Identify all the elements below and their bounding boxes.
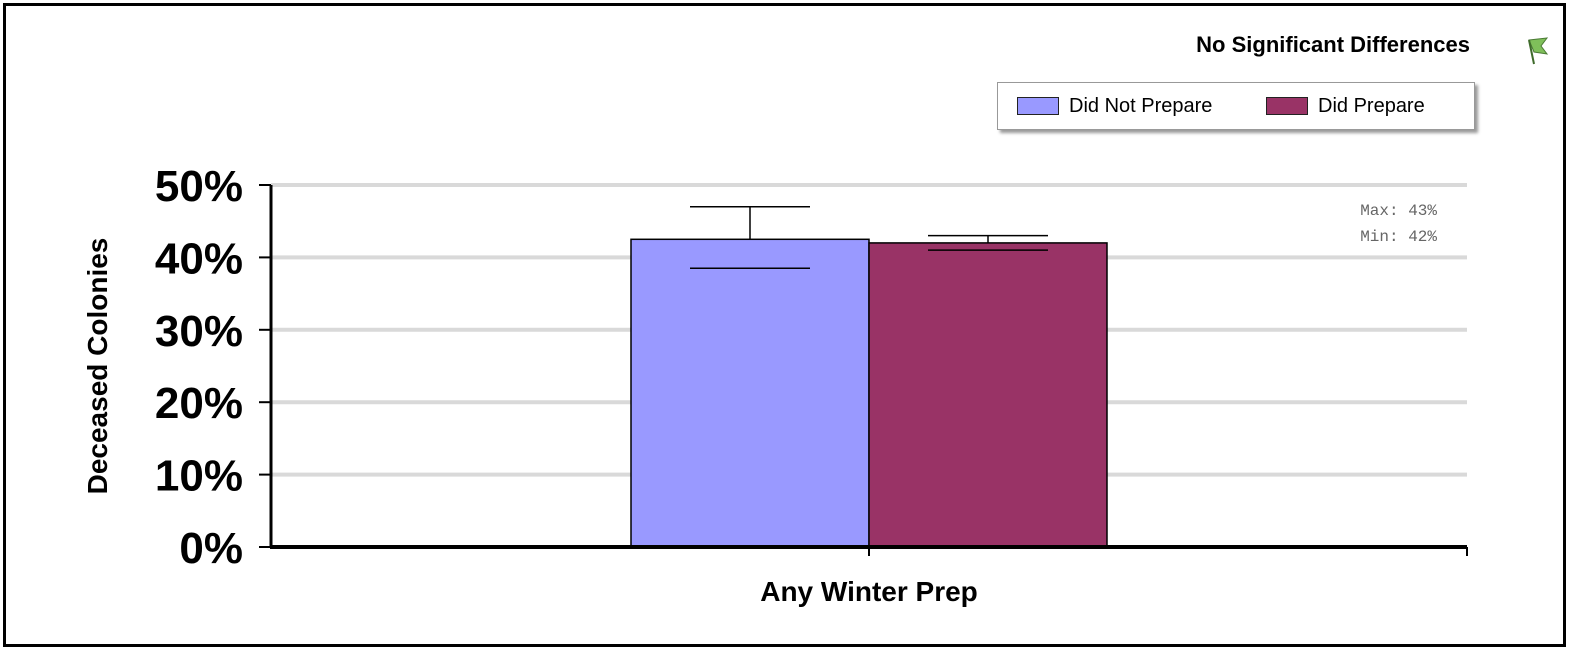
y-tick-label: 50% bbox=[155, 162, 243, 211]
legend-swatch-did-not-prepare bbox=[1017, 97, 1059, 115]
y-axis-label: Deceased Colonies bbox=[82, 238, 113, 495]
y-tick-label: 0% bbox=[179, 524, 243, 573]
min-value-label: Min: 42% bbox=[1360, 228, 1437, 246]
y-tick-label: 30% bbox=[155, 307, 243, 356]
legend-label-did-not-prepare: Did Not Prepare bbox=[1069, 94, 1213, 117]
bar bbox=[630, 238, 870, 548]
bar bbox=[868, 242, 1108, 548]
significance-note: No Significant Differences bbox=[1196, 32, 1470, 57]
max-value-label: Max: 43% bbox=[1360, 202, 1437, 220]
y-tick-label: 40% bbox=[155, 234, 243, 283]
flag-icon[interactable] bbox=[1526, 36, 1550, 66]
legend-item-did-not-prepare: Did Not Prepare bbox=[1017, 94, 1212, 118]
legend-swatch-did-prepare bbox=[1266, 97, 1308, 115]
y-tick-label: 20% bbox=[155, 379, 243, 428]
x-category-label: Any Winter Prep bbox=[760, 576, 978, 607]
chart-legend: Did Not Prepare Did Prepare bbox=[997, 82, 1475, 130]
legend-label-did-prepare: Did Prepare bbox=[1318, 94, 1425, 117]
legend-item-did-prepare: Did Prepare bbox=[1266, 94, 1425, 118]
y-tick-label: 10% bbox=[155, 452, 243, 501]
